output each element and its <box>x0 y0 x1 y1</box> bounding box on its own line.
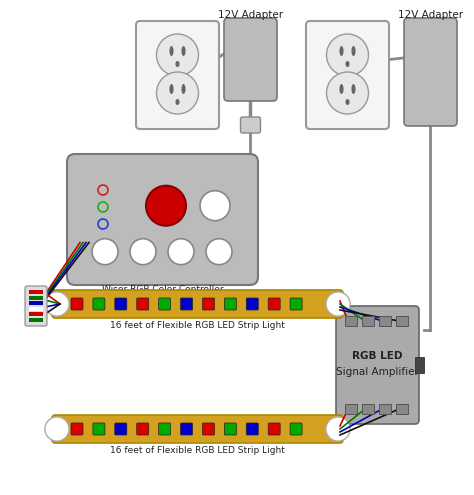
FancyBboxPatch shape <box>67 154 258 285</box>
Circle shape <box>326 417 350 441</box>
Ellipse shape <box>182 84 185 94</box>
FancyBboxPatch shape <box>224 18 277 101</box>
Circle shape <box>326 292 350 316</box>
Bar <box>29 306 43 310</box>
Bar <box>362 316 374 326</box>
Circle shape <box>45 292 69 316</box>
FancyBboxPatch shape <box>25 286 47 326</box>
Text: 16 feet of Flexible RGB LED Strip Light: 16 feet of Flexible RGB LED Strip Light <box>110 321 285 330</box>
Bar <box>379 404 391 414</box>
FancyBboxPatch shape <box>290 298 302 310</box>
FancyBboxPatch shape <box>93 423 105 435</box>
FancyBboxPatch shape <box>181 423 192 435</box>
FancyBboxPatch shape <box>115 423 127 435</box>
FancyBboxPatch shape <box>181 298 192 310</box>
FancyBboxPatch shape <box>137 423 149 435</box>
Circle shape <box>327 72 368 114</box>
Bar <box>29 296 43 299</box>
FancyBboxPatch shape <box>202 298 214 310</box>
Ellipse shape <box>175 99 180 105</box>
Bar <box>29 301 43 305</box>
FancyBboxPatch shape <box>159 298 171 310</box>
FancyBboxPatch shape <box>224 298 237 310</box>
FancyBboxPatch shape <box>136 21 219 129</box>
Ellipse shape <box>351 46 356 56</box>
Bar <box>345 404 357 414</box>
Bar <box>29 312 43 316</box>
Bar <box>396 404 408 414</box>
Ellipse shape <box>339 46 344 56</box>
FancyBboxPatch shape <box>404 18 457 126</box>
FancyBboxPatch shape <box>290 423 302 435</box>
Ellipse shape <box>351 84 356 94</box>
Circle shape <box>156 72 199 114</box>
Bar <box>362 404 374 414</box>
FancyBboxPatch shape <box>268 298 280 310</box>
Ellipse shape <box>346 61 349 67</box>
FancyBboxPatch shape <box>71 423 83 435</box>
Ellipse shape <box>339 84 344 94</box>
FancyBboxPatch shape <box>137 298 149 310</box>
Circle shape <box>146 186 186 226</box>
FancyBboxPatch shape <box>115 298 127 310</box>
Circle shape <box>168 239 194 265</box>
Circle shape <box>200 191 230 221</box>
Circle shape <box>206 239 232 265</box>
FancyBboxPatch shape <box>246 423 258 435</box>
FancyBboxPatch shape <box>159 423 171 435</box>
Circle shape <box>156 34 199 76</box>
Bar <box>396 316 408 326</box>
FancyBboxPatch shape <box>240 117 261 133</box>
Circle shape <box>92 239 118 265</box>
FancyBboxPatch shape <box>52 415 343 443</box>
Bar <box>29 317 43 321</box>
Bar <box>379 316 391 326</box>
FancyBboxPatch shape <box>306 21 389 129</box>
Ellipse shape <box>169 46 173 56</box>
FancyBboxPatch shape <box>71 298 83 310</box>
Bar <box>345 316 357 326</box>
Text: 16 feet of Flexible RGB LED Strip Light: 16 feet of Flexible RGB LED Strip Light <box>110 446 285 455</box>
Text: 12V Adapter: 12V Adapter <box>398 10 463 20</box>
Ellipse shape <box>182 46 185 56</box>
FancyBboxPatch shape <box>224 423 237 435</box>
Circle shape <box>45 417 69 441</box>
Ellipse shape <box>346 99 349 105</box>
Text: Wiser RGB Color Controller: Wiser RGB Color Controller <box>102 285 223 294</box>
FancyBboxPatch shape <box>246 298 258 310</box>
Ellipse shape <box>175 61 180 67</box>
Circle shape <box>130 239 156 265</box>
Text: RGB LED: RGB LED <box>352 351 403 361</box>
Text: 12V Adapter: 12V Adapter <box>218 10 283 20</box>
Ellipse shape <box>169 84 173 94</box>
Bar <box>29 290 43 294</box>
Circle shape <box>327 34 368 76</box>
Text: Signal Amplifier: Signal Amplifier <box>336 367 419 377</box>
Bar <box>415 357 424 373</box>
FancyBboxPatch shape <box>268 423 280 435</box>
FancyBboxPatch shape <box>202 423 214 435</box>
FancyBboxPatch shape <box>52 290 343 318</box>
FancyBboxPatch shape <box>336 306 419 424</box>
FancyBboxPatch shape <box>93 298 105 310</box>
